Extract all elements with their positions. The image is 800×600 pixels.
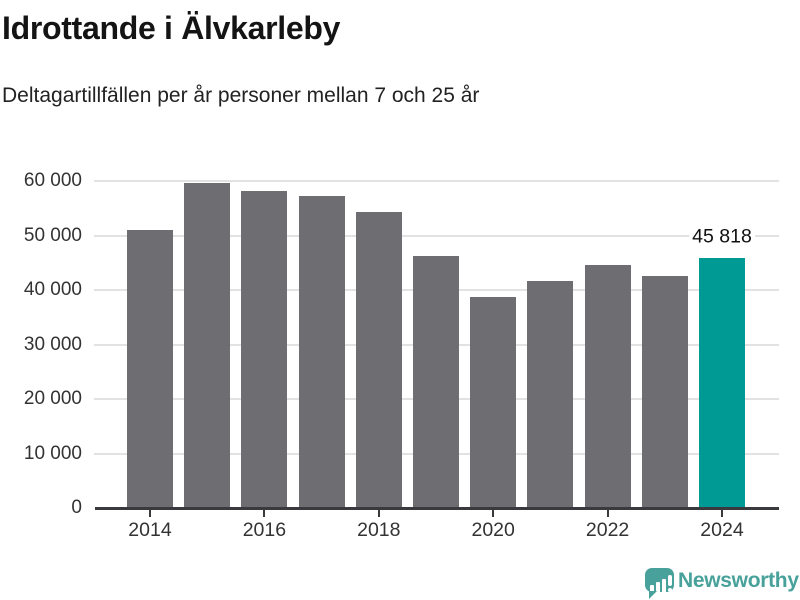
bar-2023 (641, 275, 688, 508)
y-axis-label: 10 000 (23, 442, 82, 464)
y-axis-label: 20 000 (23, 388, 82, 409)
bar-2016 (241, 191, 288, 508)
y-axis-label: 40 000 (23, 279, 82, 300)
bar-2021 (527, 280, 574, 508)
x-axis-tick (149, 510, 151, 517)
logo-bar-1 (650, 585, 654, 593)
x-axis-tick (377, 510, 380, 517)
logo-bar-3 (662, 579, 666, 593)
bar-2022 (584, 265, 631, 508)
bar-2017 (298, 195, 345, 508)
x-axis-label: 2024 (700, 519, 744, 541)
y-axis-label: 30 000 (23, 333, 82, 355)
x-axis-tick (606, 510, 609, 517)
x-axis-label: 2014 (128, 519, 172, 541)
x-axis-tick (263, 510, 266, 517)
x-axis-line (95, 507, 779, 510)
newsworthy-brand-link[interactable]: Newsworthy (645, 564, 799, 600)
logo-bar-2 (656, 582, 660, 593)
logo-exclamation-stem (668, 575, 672, 586)
bar-2014 (127, 230, 173, 508)
y-axis-label: 60 000 (23, 170, 82, 191)
bar-2024 (699, 258, 745, 508)
value-label-2024: 45 818 (689, 225, 755, 249)
bar-2020 (470, 297, 517, 508)
logo-speech-tail (649, 591, 657, 599)
y-axis-label: 50 000 (23, 224, 82, 246)
x-axis-tick (721, 510, 723, 517)
x-axis-label: 2016 (242, 519, 287, 541)
logo-exclamation-dot (668, 588, 672, 592)
gridline-60000 (94, 180, 779, 182)
x-axis-label: 2022 (585, 519, 630, 541)
chart-subtitle: Deltagartillfällen per år personer mella… (2, 84, 480, 107)
chart-title: Idrottande i Älvkarleby (2, 10, 341, 46)
x-axis-tick (492, 510, 495, 517)
bar-2019 (413, 256, 459, 508)
bar-2015 (184, 182, 231, 508)
x-axis-label: 2018 (357, 519, 401, 541)
newsworthy-logo-icon (645, 568, 674, 593)
y-axis-label: 0 (71, 497, 82, 518)
gridline-50000 (94, 234, 779, 237)
bar-2018 (355, 211, 402, 508)
x-axis-label: 2020 (471, 519, 515, 541)
brand-name: Newsworthy (678, 569, 799, 592)
